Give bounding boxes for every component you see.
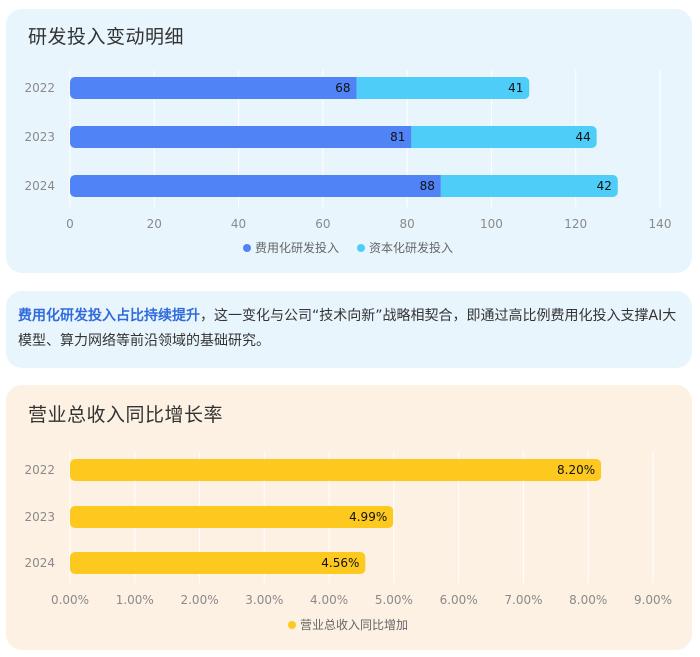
x-tick-label: 1.00% — [116, 593, 154, 607]
x-tick-label: 5.00% — [375, 593, 413, 607]
bar-secondary-2023 — [411, 126, 597, 148]
legend-label: 营业总收入同比增加 — [300, 618, 408, 632]
y-category-label: 2024 — [24, 556, 55, 570]
analysis-text: 费用化研发投入占比持续提升，这一变化与公司“技术向新”战略相契合，即通过高比例费… — [18, 304, 684, 354]
legend-marker — [243, 244, 251, 252]
data-label: 8.20% — [557, 463, 595, 477]
x-tick-label: 6.00% — [440, 593, 478, 607]
legend-label: 资本化研发投入 — [369, 240, 453, 255]
x-tick-label: 60 — [315, 217, 330, 231]
bar-primary-2022 — [70, 77, 357, 99]
x-tick-label: 3.00% — [245, 593, 283, 607]
x-tick-label: 8.00% — [569, 593, 607, 607]
y-category-label: 2024 — [24, 179, 55, 193]
x-tick-label: 7.00% — [504, 593, 542, 607]
x-tick-label: 140 — [649, 217, 672, 231]
bar-primary-2022 — [70, 459, 602, 481]
bar-primary-2023 — [70, 506, 394, 528]
x-tick-label: 80 — [400, 217, 415, 231]
bar-primary-2024 — [70, 175, 441, 197]
data-label: 68 — [335, 81, 350, 95]
bar-secondary-2024 — [440, 175, 618, 197]
data-label: 44 — [576, 130, 591, 144]
analysis-highlight: 费用化研发投入占比持续提升 — [18, 308, 200, 324]
legend-marker — [288, 621, 296, 629]
y-category-label: 2023 — [24, 510, 55, 524]
rd-investment-chart: 0 20 40 60 80 100 120 140 2022 68 41 2023 81 44 2024 88… — [24, 70, 672, 255]
y-category-label: 2022 — [24, 81, 55, 95]
data-label: 4.99% — [349, 510, 387, 524]
x-tick-label: 40 — [231, 217, 246, 231]
chart1-title: 研发投入变动明细 — [28, 26, 185, 48]
data-label: 42 — [597, 179, 612, 193]
x-tick-label: 100 — [480, 217, 503, 231]
legend-marker — [357, 244, 365, 252]
x-tick-label: 20 — [147, 217, 162, 231]
bar-primary-2023 — [70, 126, 412, 148]
analysis-body: ，这一变化与公司“技术向新”战略相契合，即通过高比例费用化投入支撑AI大模型、算… — [18, 308, 677, 349]
analysis-text-card: 费用化研发投入占比持续提升，这一变化与公司“技术向新”战略相契合，即通过高比例费… — [6, 291, 692, 368]
y-category-label: 2023 — [24, 130, 55, 144]
bar-secondary-2022 — [356, 77, 530, 99]
x-tick-label: 2.00% — [180, 593, 218, 607]
data-label: 41 — [508, 81, 523, 95]
data-label: 4.56% — [321, 556, 359, 570]
chart2-title: 营业总收入同比增长率 — [28, 404, 224, 426]
x-tick-label: 120 — [564, 217, 587, 231]
legend-label: 费用化研发投入 — [255, 240, 339, 255]
y-category-label: 2022 — [24, 463, 55, 477]
x-tick-label: 4.00% — [310, 593, 348, 607]
data-label: 88 — [420, 179, 435, 193]
data-label: 81 — [390, 130, 405, 144]
bar-primary-2024 — [70, 552, 366, 574]
x-tick-label: 0.00% — [51, 593, 89, 607]
x-tick-label: 0 — [66, 217, 74, 231]
x-tick-label: 9.00% — [634, 593, 672, 607]
